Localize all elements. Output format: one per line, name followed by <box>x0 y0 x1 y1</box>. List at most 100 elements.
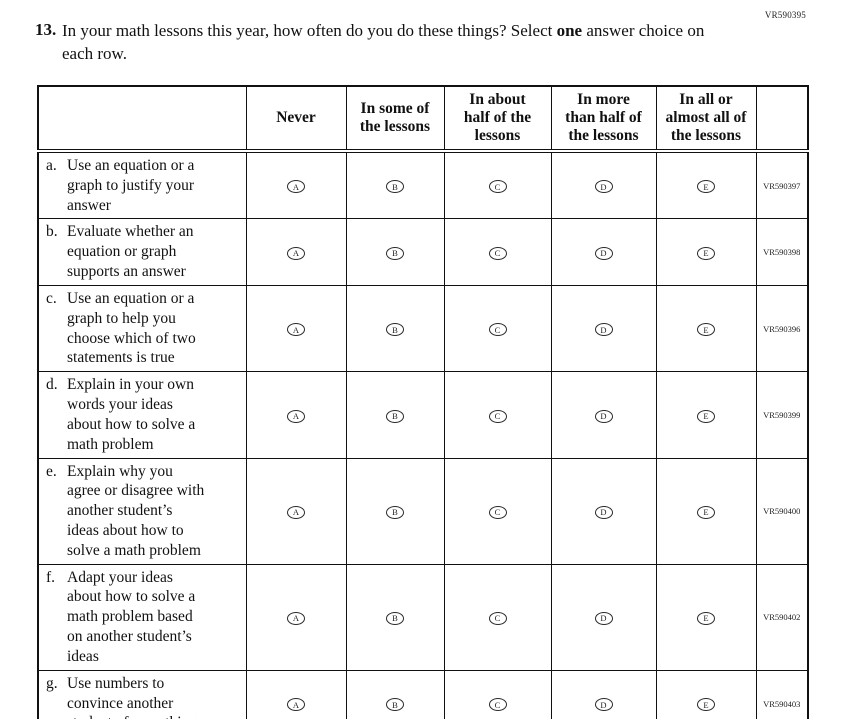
answer-bubble-d[interactable]: D <box>594 246 613 260</box>
answer-bubble-b[interactable]: B <box>386 246 404 260</box>
answer-bubble-c[interactable]: C <box>488 505 507 519</box>
answer-bubble-e[interactable]: E <box>697 611 715 625</box>
answer-bubble-b[interactable]: B <box>386 409 404 423</box>
option-cell-about-half: C <box>443 371 552 459</box>
answer-bubble-c[interactable]: C <box>488 611 507 625</box>
row-code: VR590402 <box>755 563 809 671</box>
answer-bubble-d[interactable]: D <box>594 611 613 625</box>
answer-bubble-c[interactable]: C <box>488 409 507 423</box>
question-number: 13. <box>35 20 57 39</box>
row-label-line: student of something <box>67 713 242 719</box>
column-header-never: Never <box>245 85 347 153</box>
option-cell-about-half: C <box>443 284 552 373</box>
question-bold-word: one <box>556 21 583 40</box>
option-cell-some: B <box>345 457 445 565</box>
row-label-line: math problem <box>67 435 154 453</box>
row-label: g. Use numbers to convince another stude… <box>37 669 247 719</box>
option-cell-about-half: C <box>443 457 552 565</box>
answer-bubble-d[interactable]: D <box>594 505 613 519</box>
answer-bubble-d[interactable]: D <box>594 323 613 337</box>
row-letter: g. <box>46 674 58 692</box>
answer-bubble-c[interactable]: C <box>488 698 507 712</box>
column-header-about-half-of-the-lessons: In about half of the lessons <box>443 85 552 153</box>
answer-bubble-e[interactable]: E <box>697 180 715 194</box>
row-label-line: another student’s <box>67 502 173 520</box>
row-code: VR590396 <box>755 284 809 373</box>
answer-bubble-d[interactable]: D <box>594 409 613 423</box>
header-line: lessons <box>474 126 521 144</box>
answer-bubble-d[interactable]: D <box>594 698 613 712</box>
answer-bubble-b[interactable]: B <box>386 698 404 712</box>
row-code: VR590399 <box>755 371 809 459</box>
answer-bubble-a[interactable]: A <box>287 409 305 423</box>
row-label: e. Explain why you agree or disagree wit… <box>37 457 247 565</box>
row-label-line: Use an equation or a <box>67 156 195 174</box>
row-label: b. Evaluate whether an equation or graph… <box>37 218 247 286</box>
row-letter: c. <box>46 289 57 307</box>
option-cell-never: A <box>245 284 347 373</box>
question-text-lead: In your math lessons this year, how ofte… <box>62 21 553 40</box>
answer-bubble-e[interactable]: E <box>697 323 715 337</box>
header-blank-cell <box>37 85 247 153</box>
row-label-line: answer <box>67 196 111 214</box>
option-cell-more-than-half: D <box>550 563 657 671</box>
table-row-a: a. Use an equation or a graph to justify… <box>37 150 809 220</box>
answer-bubble-a[interactable]: A <box>287 180 305 194</box>
answer-bubble-e[interactable]: E <box>697 246 715 260</box>
answer-bubble-c[interactable]: C <box>488 323 507 337</box>
question: 13. In your math lessons this year, how … <box>35 20 710 66</box>
row-letter: d. <box>46 376 58 394</box>
answer-bubble-c[interactable]: C <box>488 246 507 260</box>
row-label: d. Explain in your own words your ideas … <box>37 371 247 459</box>
row-label-line: Adapt your ideas <box>67 568 173 586</box>
option-cell-all: E <box>655 218 757 286</box>
row-code: VR590398 <box>755 218 809 286</box>
header-line: In some of <box>360 99 430 117</box>
answer-bubble-a[interactable]: A <box>287 323 305 337</box>
column-header-in-some-of-the-lessons: In some of the lessons <box>345 85 445 153</box>
option-cell-some: B <box>345 669 445 719</box>
option-cell-more-than-half: D <box>550 457 657 565</box>
header-line: the lessons <box>359 117 431 135</box>
table-row-d: d. Explain in your own words your ideas … <box>37 371 809 459</box>
header-line: the lessons <box>568 126 639 144</box>
row-label: c. Use an equation or a graph to help yo… <box>37 284 247 373</box>
option-cell-never: A <box>245 150 347 220</box>
answer-bubble-e[interactable]: E <box>697 505 715 519</box>
answer-bubble-b[interactable]: B <box>386 611 404 625</box>
option-cell-more-than-half: D <box>550 150 657 220</box>
header-line: In more <box>577 91 630 108</box>
header-code-blank-cell <box>755 85 809 153</box>
frequency-matrix-table: Never In some of the lessons In about ha… <box>37 85 809 719</box>
option-cell-more-than-half: D <box>550 669 657 719</box>
answer-bubble-a[interactable]: A <box>287 698 305 712</box>
row-label-line: Evaluate whether an <box>67 223 194 241</box>
answer-bubble-a[interactable]: A <box>287 505 305 519</box>
answer-bubble-e[interactable]: E <box>697 698 715 712</box>
answer-bubble-a[interactable]: A <box>287 611 305 625</box>
header-line: Never <box>276 108 316 126</box>
option-cell-never: A <box>245 669 347 719</box>
table-row-e: e. Explain why you agree or disagree wit… <box>37 457 809 565</box>
answer-bubble-b[interactable]: B <box>386 180 404 194</box>
column-header-all-or-almost-all-of-the-lessons: In all or almost all of the lessons <box>655 85 757 153</box>
answer-bubble-d[interactable]: D <box>594 180 613 194</box>
answer-bubble-c[interactable]: C <box>488 180 507 194</box>
row-label-line: Use numbers to <box>67 674 165 692</box>
answer-bubble-b[interactable]: B <box>386 323 404 337</box>
option-cell-never: A <box>245 371 347 459</box>
row-label-line: graph to help you <box>67 309 176 327</box>
table-row-f: f. Adapt your ideas about how to solve a… <box>37 563 809 671</box>
row-code: VR590403 <box>755 669 809 719</box>
answer-bubble-a[interactable]: A <box>287 246 305 260</box>
row-letter: a. <box>46 156 57 174</box>
option-cell-all: E <box>655 150 757 220</box>
row-code: VR590400 <box>755 457 809 565</box>
header-line: In about <box>469 91 526 108</box>
answer-bubble-e[interactable]: E <box>697 409 715 423</box>
row-label-line: ideas <box>67 647 99 665</box>
option-cell-some: B <box>345 150 445 220</box>
option-cell-more-than-half: D <box>550 284 657 373</box>
answer-bubble-b[interactable]: B <box>386 505 404 519</box>
